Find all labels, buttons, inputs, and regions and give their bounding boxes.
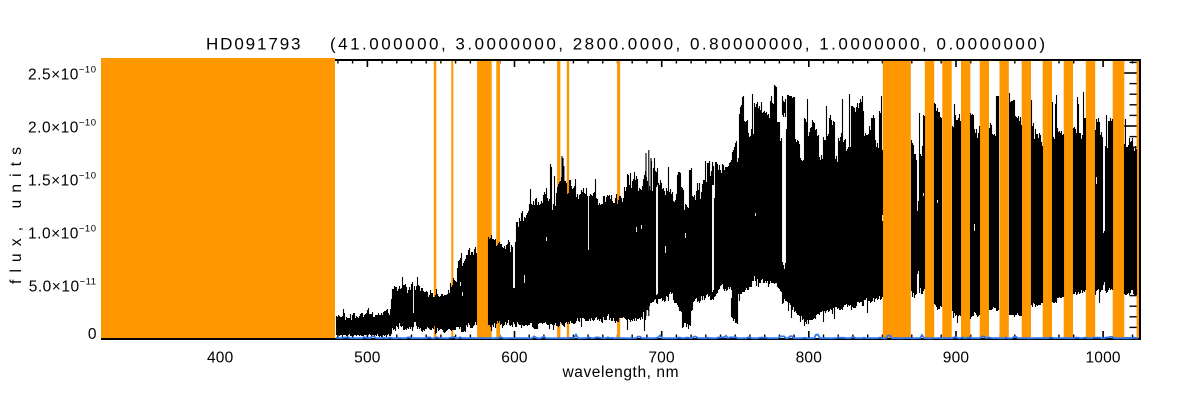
svg-text:2.5×10−10: 2.5×10−10 [28,65,96,84]
svg-text:HD091793: HD091793 [206,34,301,53]
svg-text:900: 900 [943,350,970,367]
svg-text:600: 600 [501,350,528,367]
svg-text:700: 700 [648,350,675,367]
svg-text:1.5×10−10: 1.5×10−10 [28,171,96,190]
svg-text:500: 500 [354,350,381,367]
svg-text:wavelength, nm: wavelength, nm [562,364,679,381]
svg-text:800: 800 [796,350,823,367]
svg-text:1.0×10−10: 1.0×10−10 [28,224,96,243]
svg-text:0: 0 [88,326,97,343]
svg-text:400: 400 [207,350,234,367]
svg-text:2.0×10−10: 2.0×10−10 [28,118,96,137]
svg-text:5.0×10−11: 5.0×10−11 [29,277,97,296]
svg-text:1000: 1000 [1085,350,1120,367]
